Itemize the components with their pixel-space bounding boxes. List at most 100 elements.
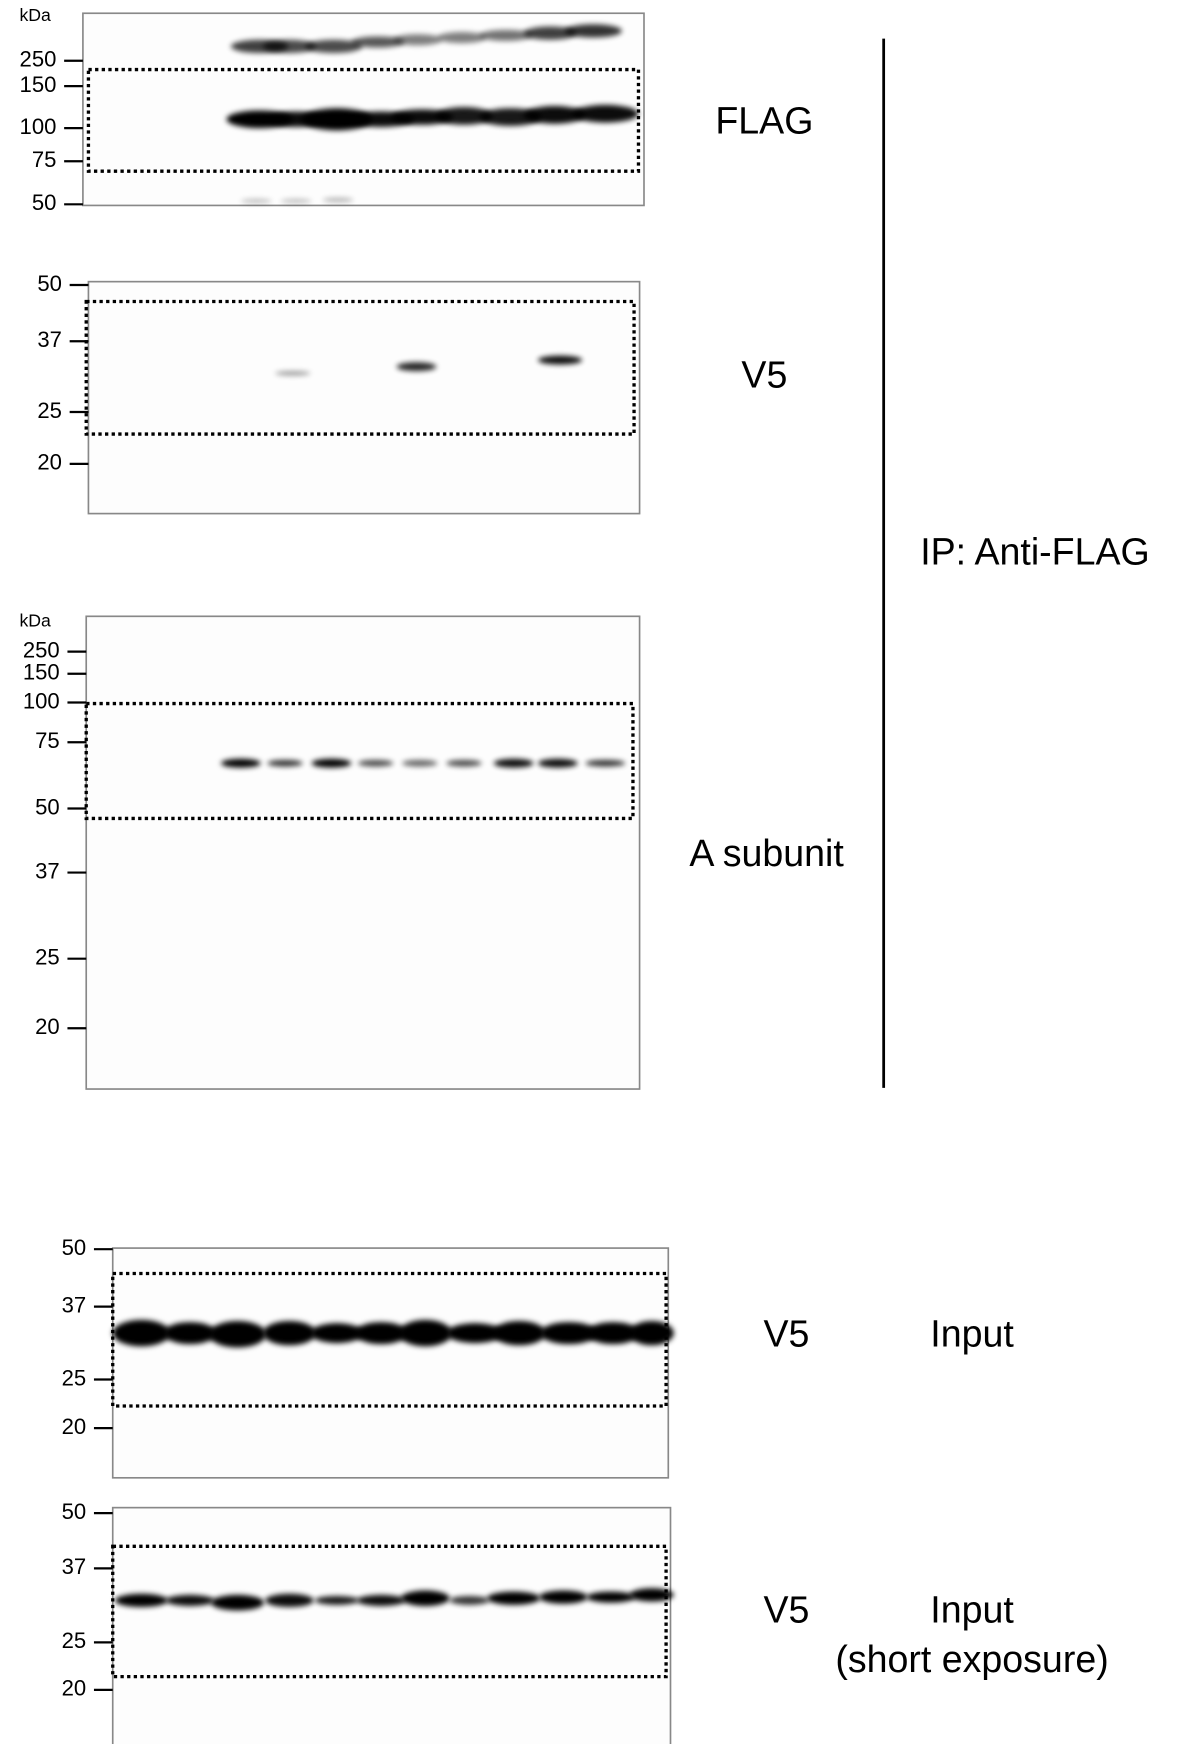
blot-panel: 50 37 25 20 V5 Input: [62, 1235, 1014, 1479]
band: [267, 759, 303, 767]
marker-label: 37: [35, 858, 60, 883]
marker-label: 37: [37, 327, 62, 352]
blot-label: V5: [764, 1312, 810, 1354]
marker-label: 20: [62, 1414, 87, 1439]
band: [487, 1591, 541, 1605]
unit-label: kDa: [19, 611, 51, 631]
blot-frame: [111, 1247, 670, 1479]
band: [114, 1593, 168, 1608]
band: [479, 29, 533, 41]
band: [402, 759, 438, 767]
blot-panel: 50 37 25 20 V5: [37, 271, 787, 515]
band: [310, 1323, 364, 1344]
marker-label: 50: [32, 190, 57, 215]
band: [396, 362, 437, 372]
band: [311, 758, 352, 768]
marker-label: 100: [23, 688, 60, 713]
band: [492, 1320, 546, 1346]
crop-box: [111, 1544, 668, 1679]
note-label: (short exposure): [835, 1638, 1108, 1680]
marker-label: 250: [20, 47, 57, 72]
band: [564, 24, 622, 38]
band: [351, 36, 405, 48]
band: [523, 106, 586, 124]
band: [356, 1594, 406, 1606]
band: [314, 1595, 360, 1605]
band: [240, 198, 272, 204]
crop-box: [84, 299, 636, 436]
blot-panel: 50 37 25 20 V5 Input (short exposure): [62, 1499, 1109, 1744]
band: [163, 1322, 217, 1345]
band: [398, 1319, 452, 1347]
band: [629, 1588, 674, 1602]
band: [540, 1322, 598, 1345]
band: [211, 1594, 265, 1611]
marker-label: 25: [62, 1628, 87, 1653]
group-label: Input: [930, 1588, 1014, 1630]
band: [301, 108, 373, 131]
marker-label: 20: [37, 450, 62, 475]
blot-frame: [87, 280, 641, 515]
band: [262, 1320, 316, 1346]
band: [401, 1590, 450, 1606]
marker-label: 50: [62, 1499, 87, 1524]
unit-label: kDa: [19, 5, 51, 25]
band: [220, 758, 261, 768]
blot-label: V5: [764, 1588, 810, 1630]
band: [446, 759, 482, 767]
band: [262, 39, 316, 54]
band: [280, 198, 312, 204]
band: [539, 1590, 588, 1604]
band: [537, 758, 578, 768]
marker-label: 37: [62, 1292, 87, 1317]
marker-label: 20: [35, 1014, 60, 1039]
band: [208, 1320, 267, 1348]
marker-label: 25: [35, 945, 60, 970]
marker-label: 25: [62, 1365, 87, 1390]
marker-label: 100: [20, 114, 57, 139]
group-label: Input: [930, 1312, 1014, 1354]
band: [112, 1319, 171, 1347]
band: [322, 197, 354, 203]
band: [437, 32, 487, 44]
marker-label: 75: [35, 728, 60, 753]
marker-label: 50: [62, 1235, 87, 1260]
crop-box: [111, 1271, 668, 1408]
band: [446, 1323, 504, 1344]
band: [629, 1320, 674, 1346]
blot-frame: [85, 615, 641, 1090]
marker-label: 150: [20, 72, 57, 97]
marker-label: 75: [32, 147, 57, 172]
band: [354, 1322, 408, 1345]
band: [357, 759, 394, 767]
band: [265, 1593, 314, 1608]
band: [523, 26, 577, 40]
band: [572, 104, 639, 123]
band: [304, 39, 363, 54]
band: [165, 1594, 215, 1606]
band: [493, 758, 534, 768]
band: [449, 1595, 490, 1605]
band: [435, 107, 493, 125]
band: [586, 1322, 640, 1345]
band: [585, 759, 626, 767]
blot-label: FLAG: [715, 100, 813, 142]
marker-label: 25: [37, 398, 62, 423]
band: [537, 355, 583, 365]
band: [586, 1591, 636, 1603]
marker-label: 150: [23, 660, 60, 685]
band: [275, 371, 311, 376]
crop-box: [86, 67, 641, 173]
marker-label: 250: [23, 637, 60, 662]
marker-label: 37: [62, 1554, 87, 1579]
blot-frame: [111, 1506, 672, 1744]
bracket-label: IP: Anti-FLAG: [920, 530, 1150, 572]
band: [393, 34, 442, 46]
marker-label: 50: [37, 271, 62, 296]
marker-label: 20: [62, 1676, 87, 1701]
blot-label: V5: [741, 354, 787, 396]
marker-label: 50: [35, 794, 60, 819]
